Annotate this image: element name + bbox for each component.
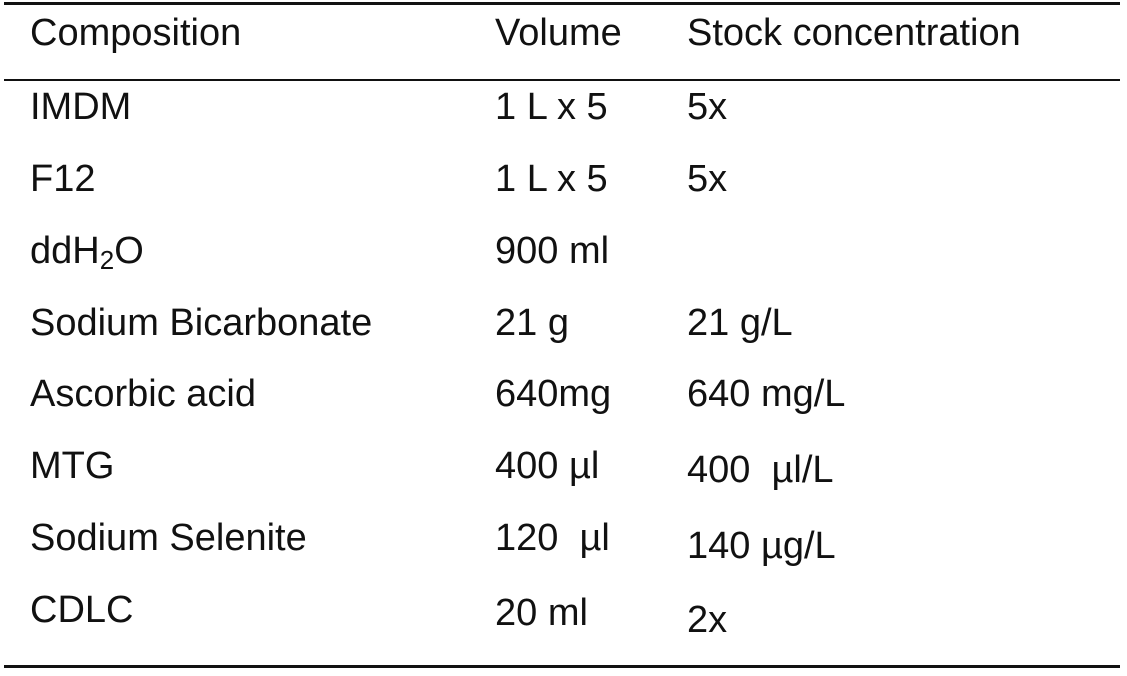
cell-stock: 140 µg/L [687,525,836,567]
cell-volume: 21 g [495,302,569,344]
cell-composition: IMDM [30,86,132,128]
cell-composition: ddH2O [30,229,144,273]
formula-prefix: ddH [30,230,100,272]
cell-composition: Ascorbic acid [30,373,256,415]
cell-stock: 2x [687,599,728,641]
cell-stock: 400 µl/L [687,449,834,491]
cell-composition: Sodium Bicarbonate [30,302,373,344]
cell-composition: MTG [30,445,115,487]
cell-volume: 1 L x 5 [495,158,608,200]
cell-volume: 1 L x 5 [495,86,608,128]
cell-composition: Sodium Selenite [30,517,307,559]
cell-volume: 120 µl [495,517,610,559]
cell-volume: 400 µl [495,445,600,487]
cell-composition: CDLC [30,589,134,631]
cell-stock: 5x [687,86,728,128]
cell-volume: 20 ml [495,592,588,634]
header-rule [4,79,1120,81]
cell-stock: 21 g/L [687,302,793,344]
formula-subscript: 2 [99,245,115,275]
header-composition: Composition [30,12,242,54]
formula-suffix: O [114,230,144,272]
cell-stock: 640 mg/L [687,373,846,415]
cell-volume: 640mg [495,373,612,415]
header-volume: Volume [495,12,622,54]
header-stock-concentration: Stock concentration [687,12,1021,54]
cell-composition: F12 [30,158,96,200]
top-rule [4,2,1120,5]
cell-volume: 900 ml [495,230,610,272]
bottom-rule [4,665,1120,668]
cell-stock: 5x [687,158,728,200]
